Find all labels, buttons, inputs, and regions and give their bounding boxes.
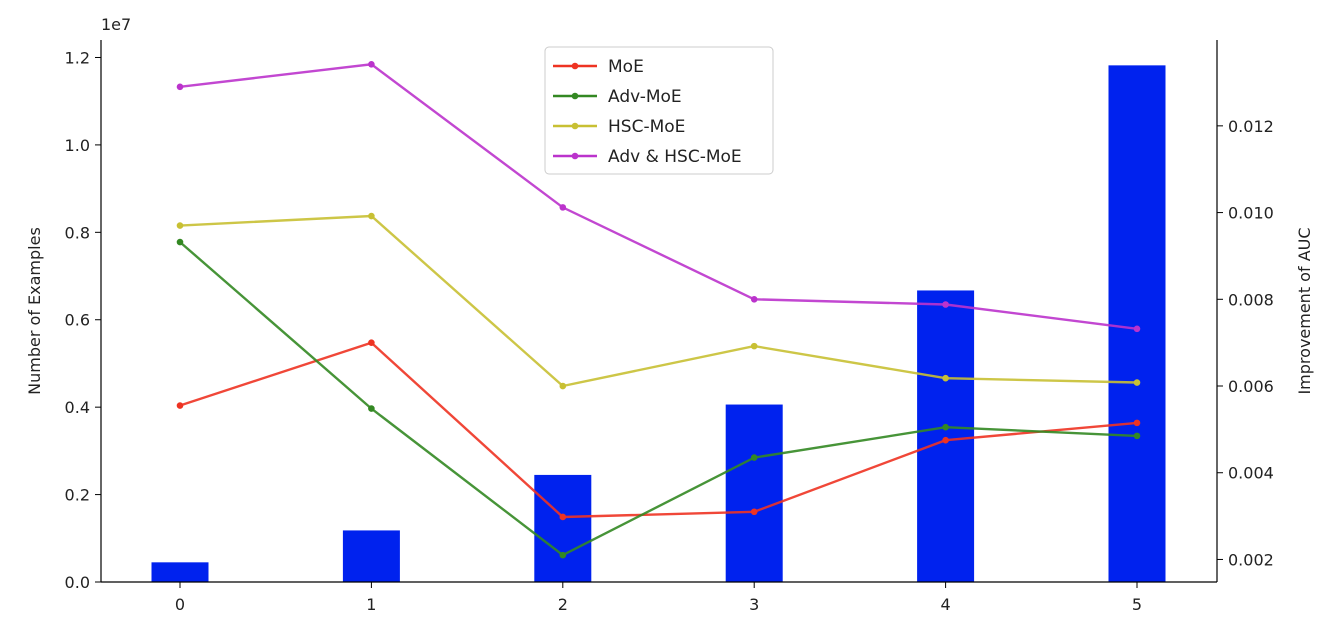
right-axis-ticks: 0.002 0.004 0.006 0.008 0.010 0.012 — [1217, 117, 1274, 569]
series-point-2-2 — [559, 382, 567, 390]
line-series-group — [176, 60, 1141, 559]
legend-swatch-marker-3 — [571, 152, 579, 160]
right-tick-label: 0.012 — [1228, 117, 1274, 136]
series-point-3-1 — [368, 60, 375, 68]
left-tick-label: 1.0 — [65, 136, 90, 155]
legend-label-3: Adv & HSC-MoE — [608, 147, 742, 167]
series-line-0 — [179, 341, 1138, 519]
legend-label-1: Adv-MoE — [608, 87, 682, 107]
series-point-2-0 — [176, 222, 184, 229]
series-point-0-3 — [750, 508, 758, 516]
left-tick-label: 0.4 — [65, 398, 90, 417]
bar-5 — [1108, 65, 1166, 582]
right-tick-label: 0.006 — [1228, 377, 1274, 396]
series-0 — [176, 339, 1141, 521]
series-point-0-4 — [942, 436, 949, 444]
bar-0 — [151, 562, 209, 582]
right-axis-title: Improvement of AUC — [1295, 227, 1314, 394]
bar-3 — [725, 404, 783, 582]
series-point-1-0 — [176, 238, 184, 246]
bar-2 — [534, 474, 592, 582]
series-point-2-1 — [368, 212, 375, 220]
series-line-1 — [179, 241, 1138, 557]
legend-frame — [544, 46, 774, 175]
series-point-0-1 — [368, 339, 375, 346]
series-point-1-5 — [1133, 432, 1141, 440]
series-3 — [176, 60, 1141, 333]
series-point-3-5 — [1133, 325, 1141, 333]
left-axis-title: Number of Examples — [25, 227, 44, 395]
series-point-0-2 — [559, 513, 567, 521]
right-tick-label: 0.002 — [1228, 550, 1274, 569]
legend-swatch-marker-1 — [571, 92, 579, 100]
x-tick-label: 3 — [749, 595, 759, 614]
series-point-1-4 — [942, 423, 949, 431]
left-tick-label: 0.6 — [65, 311, 90, 330]
left-tick-label: 0.0 — [65, 573, 90, 592]
left-tick-label: 0.2 — [65, 486, 90, 505]
series-point-0-5 — [1133, 419, 1141, 427]
x-axis-ticks: 0 1 2 3 4 5 — [175, 582, 1142, 614]
left-tick-label: 0.8 — [65, 223, 90, 242]
bar-series — [151, 65, 1166, 582]
bar-4 — [917, 290, 975, 582]
legend-swatch-marker-2 — [571, 122, 579, 130]
legend-label-0: MoE — [608, 57, 644, 77]
series-1 — [176, 238, 1141, 559]
series-line-3 — [179, 63, 1138, 330]
series-point-2-4 — [942, 374, 949, 382]
series-point-1-2 — [559, 551, 567, 559]
series-point-3-4 — [942, 301, 949, 308]
right-tick-label: 0.010 — [1228, 204, 1274, 223]
x-tick-label: 5 — [1132, 595, 1142, 614]
legend: MoE Adv-MoE HSC-MoE Adv & HSC-MoE — [544, 46, 774, 175]
legend-swatch-marker-0 — [571, 62, 579, 70]
left-axis-ticks: 0.0 0.2 0.4 0.6 0.8 1.0 1.2 — [65, 48, 101, 592]
right-tick-label: 0.008 — [1228, 290, 1274, 309]
bar-1 — [342, 530, 400, 582]
x-tick-label: 2 — [558, 595, 568, 614]
series-point-3-2 — [559, 204, 567, 211]
series-point-2-5 — [1133, 379, 1141, 386]
right-tick-label: 0.004 — [1228, 464, 1274, 483]
x-tick-label: 1 — [366, 595, 376, 614]
left-axis-scale-label: 1e7 — [101, 15, 131, 34]
series-2 — [176, 212, 1141, 390]
series-point-1-1 — [368, 405, 375, 412]
series-point-2-3 — [750, 342, 758, 350]
series-point-1-3 — [750, 454, 758, 461]
x-tick-label: 4 — [941, 595, 951, 614]
series-point-3-0 — [176, 83, 184, 91]
x-tick-label: 0 — [175, 595, 185, 614]
series-point-3-3 — [750, 295, 758, 303]
left-tick-label: 1.2 — [65, 48, 90, 67]
series-line-2 — [179, 214, 1138, 388]
series-point-0-0 — [176, 402, 184, 409]
legend-label-2: HSC-MoE — [608, 117, 685, 137]
axes — [100, 40, 1218, 583]
